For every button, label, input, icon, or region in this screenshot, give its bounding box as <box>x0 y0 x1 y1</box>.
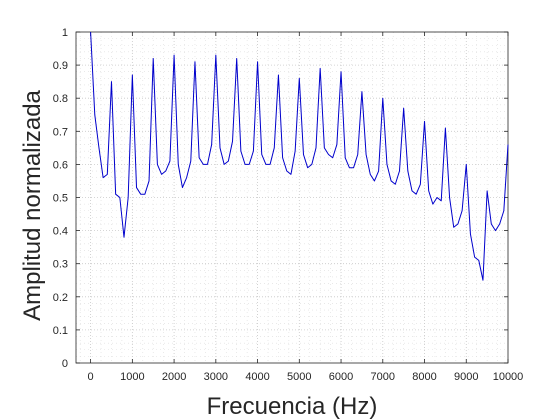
y-tick-label: 0.2 <box>53 292 68 304</box>
x-tick-label: 4000 <box>245 371 269 383</box>
y-tick-label: 0 <box>62 358 68 370</box>
y-tick-label: 0.8 <box>53 93 68 105</box>
y-tick-label: 0.6 <box>53 159 68 171</box>
y-tick-label: 0.5 <box>53 193 68 205</box>
x-tick-label: 2000 <box>162 371 186 383</box>
major-grid <box>76 32 508 363</box>
x-tick-label: 0 <box>88 371 94 383</box>
y-tick-label: 0.7 <box>53 126 68 138</box>
x-axis-tick-labels: 0 1000 2000 3000 4000 5000 6000 7000 8000 9000 100… <box>88 371 524 383</box>
x-tick-label: 3000 <box>204 371 228 383</box>
x-tick-label: 8000 <box>412 371 436 383</box>
x-axis-label: Frecuencia (Hz) <box>207 393 378 420</box>
x-tick-label: 1000 <box>120 371 144 383</box>
minor-grid <box>76 32 508 363</box>
y-tick-label: 0.4 <box>53 226 68 238</box>
x-tick-label: 9000 <box>454 371 478 383</box>
y-tick-label: 0.3 <box>53 259 68 271</box>
x-tick-label: 7000 <box>371 371 395 383</box>
y-tick-label: 0.1 <box>53 325 68 337</box>
y-axis-label: Amplitud normalizada <box>19 89 46 320</box>
x-tick-label: 6000 <box>329 371 353 383</box>
x-tick-label: 10000 <box>493 371 524 383</box>
x-tick-label: 5000 <box>287 371 311 383</box>
y-axis-tick-labels: 0 0.1 0.2 0.3 0.4 0.5 0.6 0.7 0.8 0.9 1 <box>53 27 68 370</box>
series-line <box>90 31 509 281</box>
y-tick-label: 0.9 <box>53 60 68 72</box>
y-tick-label: 1 <box>62 27 68 39</box>
